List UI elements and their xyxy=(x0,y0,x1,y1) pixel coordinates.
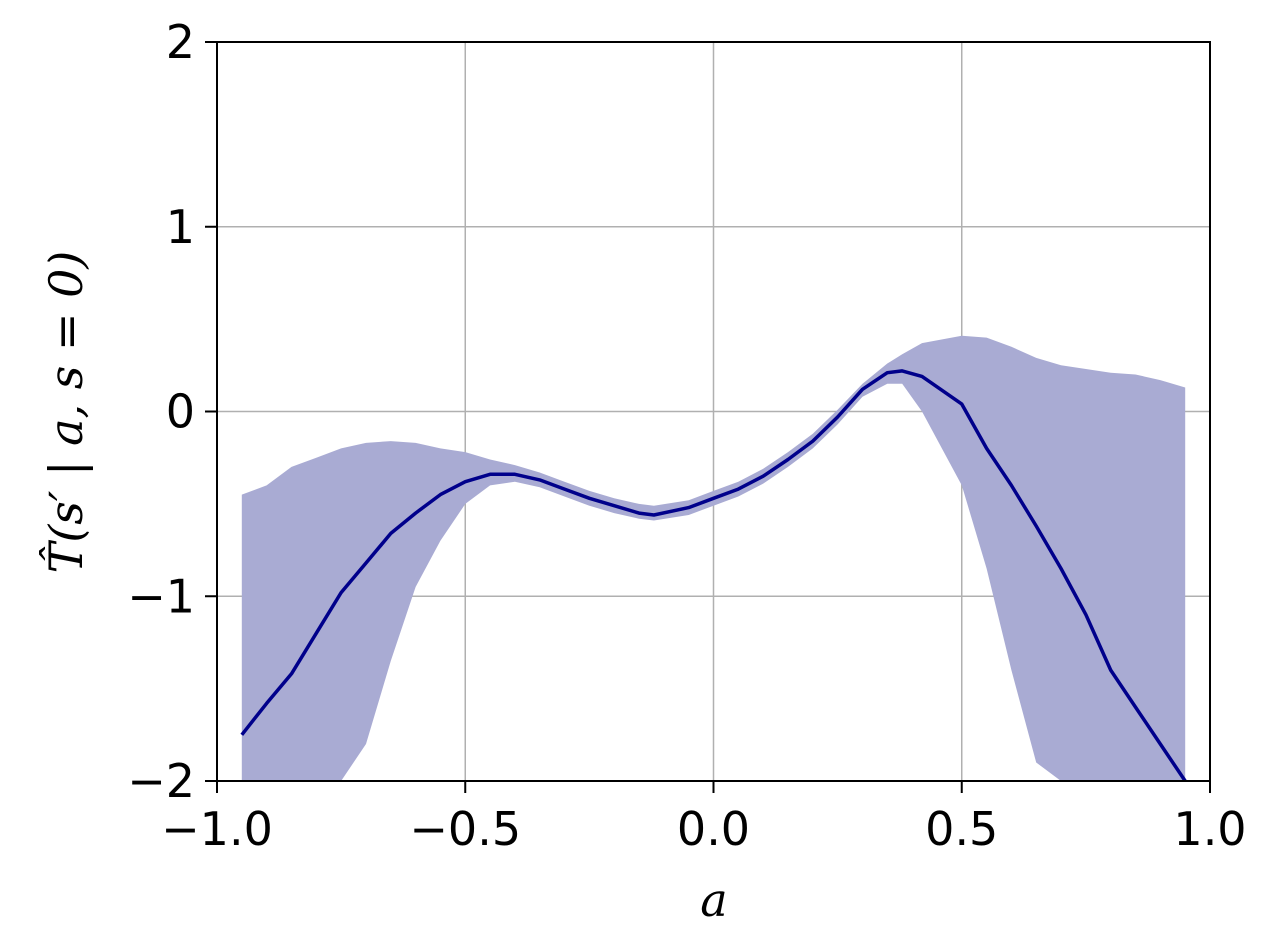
y-axis-label: T̂(s′ | a, s = 0) xyxy=(39,251,93,574)
y-tick-label: 0 xyxy=(166,385,195,439)
x-tick-label: −0.5 xyxy=(409,802,521,856)
x-tick-label: 1.0 xyxy=(1173,802,1246,856)
mean-line xyxy=(240,369,1187,782)
y-tick-label: −1 xyxy=(127,569,195,623)
x-axis-label: a xyxy=(700,873,727,927)
x-tick-label: 0.0 xyxy=(677,802,750,856)
y-tick-label: 2 xyxy=(166,15,195,69)
x-tick-label: −1.0 xyxy=(161,802,273,856)
y-axis-ticks: −2 −1 0 1 2 xyxy=(127,15,217,808)
y-tick-label: −2 xyxy=(127,754,195,808)
x-tick-label: 0.5 xyxy=(925,802,998,856)
y-tick-label: 1 xyxy=(166,200,195,254)
x-axis-ticks: −1.0 −0.5 0.0 0.5 1.0 xyxy=(161,781,1247,856)
uncertainty-band xyxy=(241,335,1186,781)
